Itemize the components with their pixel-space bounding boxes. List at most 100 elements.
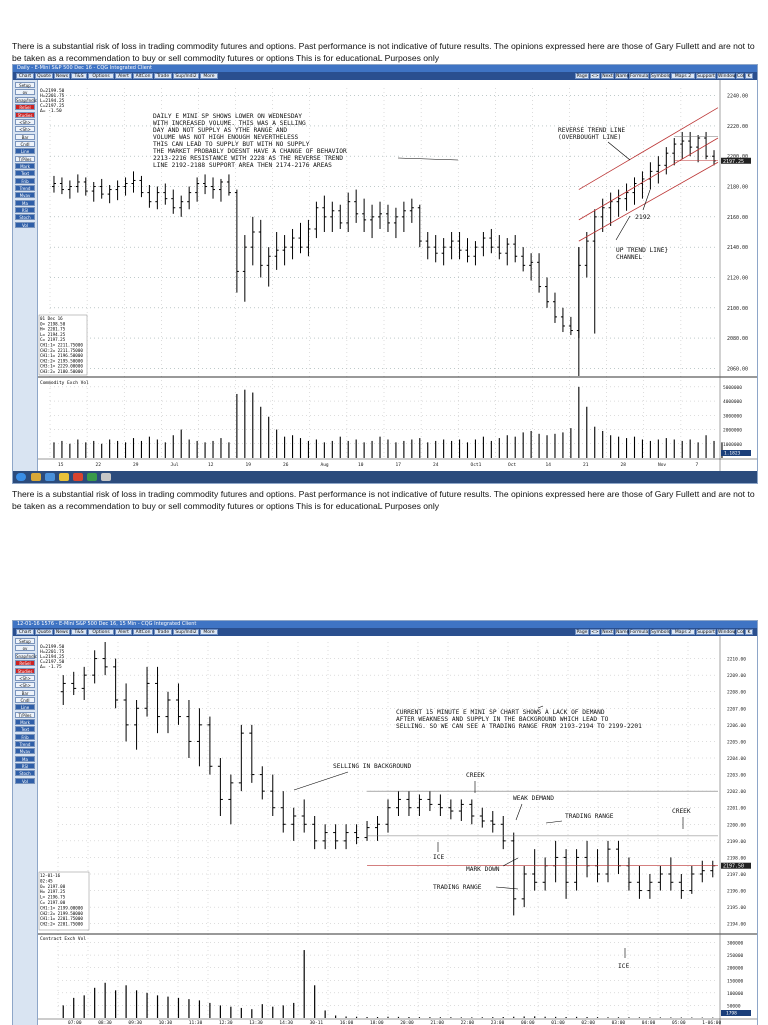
sidebar-btn--sh-[interactable]: <Sh> [15, 682, 35, 689]
menu-right-8[interactable]: Window [717, 629, 736, 635]
sidebar-btn-t-piles[interactable]: T/Piles [15, 155, 35, 162]
menu-alert[interactable]: Alert [115, 73, 132, 79]
menu-right-8[interactable]: Window [717, 73, 736, 79]
app-icon[interactable] [59, 473, 69, 481]
sidebar-btn-mvav[interactable]: Mvav [15, 748, 35, 755]
menu-sup-indi2[interactable]: Sup/Indi2 [173, 73, 199, 79]
sidebar-btn-mark[interactable]: Mark [15, 718, 35, 725]
sidebar-btn-trend[interactable]: Trend [15, 185, 35, 191]
menu-news[interactable]: News [54, 73, 70, 79]
menu-sup-indi2[interactable]: Sup/Indi2 [173, 629, 199, 635]
menu-right-1[interactable]: <> [590, 73, 600, 79]
menu-right-6[interactable]: Maps 2 [671, 73, 695, 79]
ie-icon[interactable] [45, 473, 55, 481]
last-price-label: 2197.50 [723, 864, 744, 870]
sidebar-btn--sh-[interactable]: <Sh> [15, 674, 35, 681]
sidebar-btn-studies[interactable]: Studies [15, 111, 35, 118]
menu-altcon[interactable]: AltCon [133, 629, 153, 635]
menu-right-1[interactable]: <> [590, 629, 600, 635]
menu-right-7[interactable]: Support [696, 73, 716, 79]
menu-news[interactable]: News [54, 629, 70, 635]
menu-right-4[interactable]: Formula [629, 73, 649, 79]
sidebar-btn-line[interactable]: Line [15, 148, 35, 155]
sidebar-btn--sh-[interactable]: <Sh> [15, 126, 35, 133]
menu-right-2[interactable]: Next [601, 629, 614, 635]
sidebar-btn-setup[interactable]: Setup [15, 82, 35, 89]
sidebar-btn-bar[interactable]: Bar [15, 689, 35, 696]
sidebar-btn-bar[interactable]: Bar [15, 133, 35, 140]
app-icon-2[interactable] [87, 473, 97, 481]
annotation-text: (OVERBOUGHT LINE) [558, 134, 621, 141]
menu-right-10[interactable]: K [745, 73, 753, 79]
sidebar-btn-mark[interactable]: Mark [15, 162, 35, 169]
folder-icon[interactable] [31, 473, 41, 481]
menu-right-9[interactable]: Col [736, 73, 745, 79]
sidebar-btn-mvav[interactable]: Mvav [15, 192, 35, 199]
annotation-text: CREEK [466, 772, 485, 779]
annotation-text: CURRENT 15 MINUTE E MINI SP CHART SHOWS … [396, 709, 605, 716]
sidebar-btn-resel[interactable]: ReSel [15, 660, 35, 667]
price-tick: 2201.00 [727, 806, 746, 812]
menu-right-0[interactable]: Page [575, 629, 589, 635]
sidebar-btn-stoch[interactable]: Stoch [15, 770, 35, 777]
sidebar-btn-text[interactable]: Text [15, 170, 35, 177]
intraday-chart[interactable]: 2210.00 2209.00 2208.00 2207.00 2206.00 2205.… [38, 636, 757, 1025]
menu-right-6[interactable]: Maps 2 [671, 629, 695, 635]
menu-right-4[interactable]: Formula [629, 629, 649, 635]
sidebar-btn-frib[interactable]: Frib [15, 733, 35, 740]
menu-more[interactable]: More [200, 629, 218, 635]
sidebar-btn-ma[interactable]: Ma [15, 755, 35, 762]
menu-trade[interactable]: Trade [154, 629, 172, 635]
menu-options[interactable]: Options [88, 629, 114, 635]
menu-alert[interactable]: Alert [115, 629, 132, 635]
sidebar-btn-snap-indic[interactable]: Snap/Indic [15, 96, 37, 103]
menu-t-s[interactable]: T&S [71, 73, 87, 79]
menu-right-5[interactable]: Symbols [650, 629, 671, 635]
sidebar-btn-studies[interactable]: Studies [15, 667, 35, 674]
time-tick: 22:00 [461, 1020, 475, 1025]
menu-right-0[interactable]: Page [575, 73, 589, 79]
sidebar-btn-line[interactable]: Line [15, 704, 35, 711]
sidebar-btn--sh-[interactable]: <Sh> [15, 118, 35, 125]
sidebar-btn-cndl[interactable]: Cndl [15, 696, 35, 703]
ohlc-readout: H=2201.75 [40, 93, 65, 99]
sidebar-btn-text[interactable]: Text [15, 726, 35, 733]
sidebar-btn-setup[interactable]: Setup [15, 638, 35, 645]
chrome-icon[interactable] [73, 473, 83, 481]
sidebar-btn-resel[interactable]: ReSel [15, 104, 35, 111]
menu-right-2[interactable]: Next [601, 73, 614, 79]
sidebar-btn-cndl[interactable]: Cndl [15, 140, 35, 147]
menu-right-5[interactable]: Symbols [650, 73, 671, 79]
sidebar-btn-snap-indic[interactable]: Snap/Indic [15, 652, 37, 659]
cqg-icon[interactable] [101, 473, 111, 481]
sidebar-btn-ma[interactable]: Ma [15, 199, 35, 206]
menu-trade[interactable]: Trade [154, 73, 172, 79]
menu-quote[interactable]: Quote [35, 73, 53, 79]
menu-right-7[interactable]: Support [696, 629, 716, 635]
start-icon[interactable] [16, 473, 26, 481]
sidebar-btn-ov[interactable]: ov [15, 89, 35, 96]
menu-quote[interactable]: Quote [35, 629, 53, 635]
menu-chart[interactable]: Chart [16, 629, 34, 635]
sidebar-btn-frib[interactable]: Frib [15, 177, 35, 184]
menu-right-3[interactable]: Name [615, 73, 630, 79]
sidebar-btn-vol[interactable]: Vol [15, 777, 35, 784]
menu-more[interactable]: More [200, 73, 218, 79]
sidebar-btn-vol[interactable]: Vol [15, 221, 35, 228]
annotation-text: DAILY E MINI SP SHOWS LOWER ON WEDNESDAY [153, 113, 302, 120]
menu-altcon[interactable]: AltCon [133, 73, 153, 79]
menu-right-9[interactable]: Col [736, 629, 745, 635]
menu-t-s[interactable]: T&S [71, 629, 87, 635]
ohlc-readout: O=2199.50 [40, 644, 65, 650]
sidebar-btn-t-piles[interactable]: T/Piles [15, 711, 35, 718]
menu-right-3[interactable]: Name [615, 629, 630, 635]
sidebar-btn-trend[interactable]: Trend [15, 741, 35, 747]
daily-chart[interactable]: 2240.00 2220.00 2200.00 2180.00 2160.00 2140.… [38, 80, 757, 471]
sidebar-btn-ov[interactable]: ov [15, 645, 35, 652]
menu-chart[interactable]: Chart [16, 73, 34, 79]
menu-right-10[interactable]: K [745, 629, 753, 635]
menu-options[interactable]: Options [88, 73, 114, 79]
sidebar-btn-rsi[interactable]: RSI [15, 207, 35, 214]
sidebar-btn-stoch[interactable]: Stoch [15, 214, 35, 221]
sidebar-btn-rsi[interactable]: RSI [15, 763, 35, 770]
